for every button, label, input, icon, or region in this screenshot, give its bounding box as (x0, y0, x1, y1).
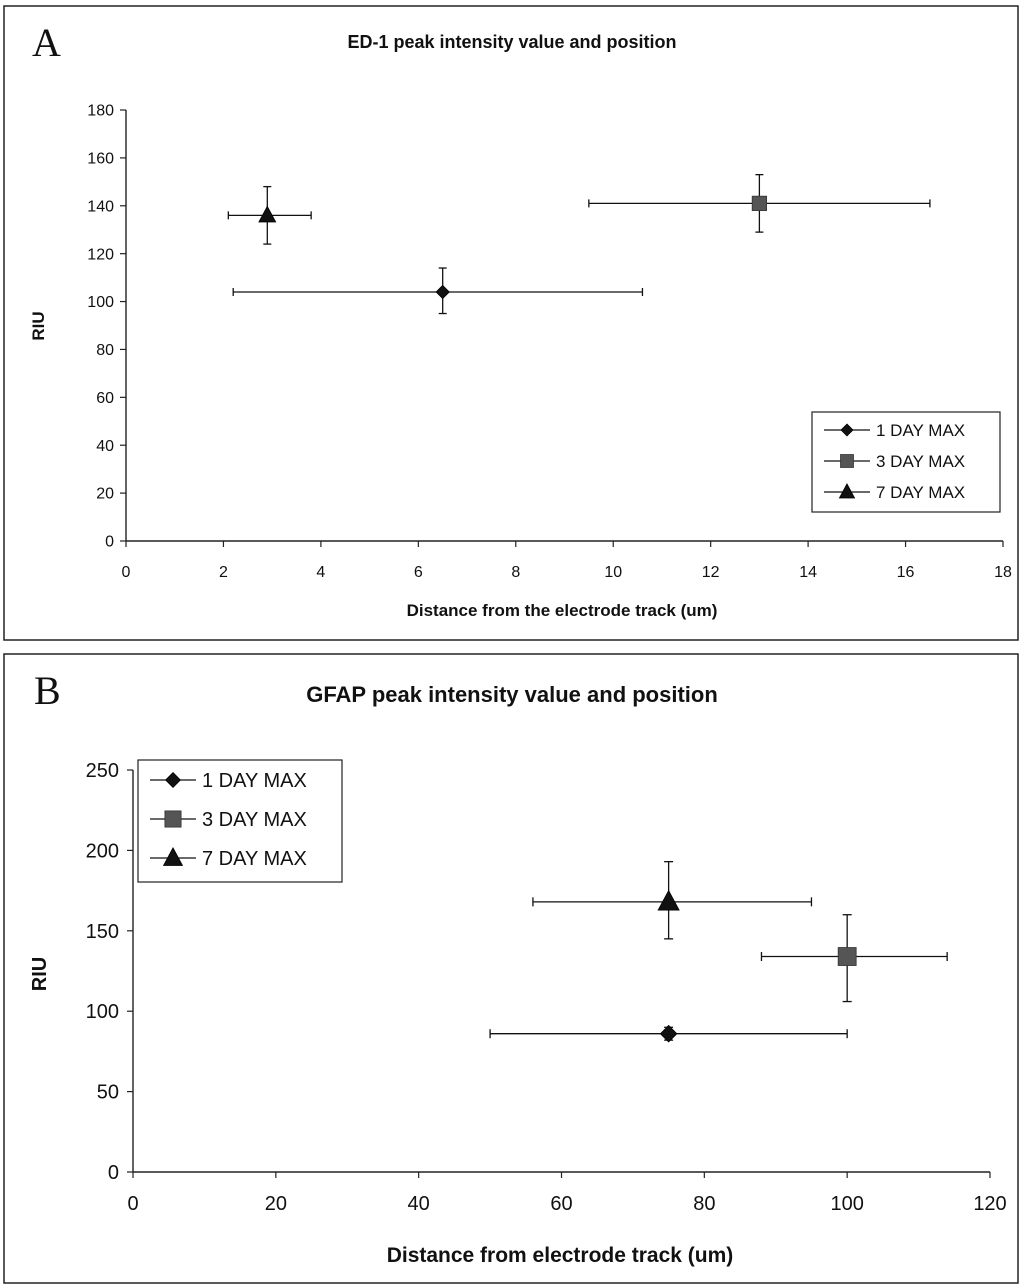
panel-a-legend-label-1-day-max: 1 DAY MAX (876, 421, 965, 440)
panel-a-legend-label-7-day-max: 7 DAY MAX (876, 483, 965, 502)
panel-a-x-tick-label: 2 (219, 564, 228, 581)
panel-b-legend-marker-7-day-max (162, 847, 184, 866)
panel-b-x-tick-label: 0 (127, 1193, 138, 1215)
panel-a-legend-item-1-day-max: 1 DAY MAX (824, 421, 965, 440)
panel-a-x-tick-label: 6 (414, 564, 423, 581)
panel-a-legend-label-3-day-max: 3 DAY MAX (876, 452, 965, 471)
panel-b-title: GFAP peak intensity value and position (306, 682, 718, 707)
panel-a-point-1-day-max (435, 284, 450, 300)
panel-b-series-1-day-max (489, 1024, 848, 1043)
panel-a-y-tick-label: 120 (87, 246, 114, 263)
panel-a-legend-marker-7-day-max (838, 483, 856, 499)
panel-a-x-tick-label: 0 (122, 564, 131, 581)
panel-a-y-axis-label: RIU (29, 311, 48, 340)
panel-b-legend-marker-1-day-max (165, 772, 181, 788)
panel-a-legend: 1 DAY MAX 3 DAY MAX 7 DAY MAX (811, 411, 1001, 513)
panel-a-y-tick-label: 60 (96, 390, 114, 407)
panel-a-y-tick-label: 80 (96, 342, 114, 359)
panel-b-y-tick-label: 200 (86, 840, 119, 862)
panel-a-legend-item-7-day-max: 7 DAY MAX (824, 483, 965, 502)
panel-a-x-tick-label: 16 (897, 564, 915, 581)
panel-a-y-tick-label: 40 (96, 438, 114, 455)
panel-a-series-1-day-max (232, 267, 644, 315)
panel-a-x-tick-label: 10 (604, 564, 622, 581)
panel-b-y-tick-label: 150 (86, 921, 119, 943)
panel-b-y-ticks: 0 50 100 150 200 250 (86, 760, 133, 1184)
panel-a-x-axis-label: Distance from the electrode track (um) (407, 601, 718, 620)
panel-b-legend-label-3-day-max: 3 DAY MAX (202, 809, 307, 831)
panel-b-x-tick-label: 20 (265, 1193, 287, 1215)
panel-a-point-7-day-max (258, 205, 277, 223)
panel-a-x-tick-label: 18 (994, 564, 1012, 581)
panel-b-point-1-day-max (659, 1024, 678, 1043)
panel-a-series-3-day-max (588, 173, 931, 233)
panel-b-y-axis-label: RIU (29, 957, 51, 991)
panel-b-x-tick-label: 100 (830, 1193, 863, 1215)
panel-a-x-tick-label: 12 (702, 564, 720, 581)
panel-b-legend-item-7-day-max: 7 DAY MAX (150, 847, 307, 870)
panel-b-point-3-day-max (837, 947, 857, 966)
panel-b-x-tick-label: 60 (550, 1193, 572, 1215)
panel-a-y-tick-label: 180 (87, 103, 114, 120)
panel-b-x-tick-label: 120 (973, 1193, 1006, 1215)
panel-a-x-ticks: 0 2 4 6 8 10 12 14 16 18 (122, 541, 1012, 581)
panel-b-letter: B (34, 668, 61, 713)
panel-a-y-ticks: 0 20 40 60 80 100 120 140 160 180 (87, 103, 126, 551)
panel-b-point-7-day-max (657, 889, 680, 911)
panel-a-letter: A (32, 20, 61, 65)
panel-b-x-tick-label: 40 (408, 1193, 430, 1215)
panel-a-y-tick-label: 100 (87, 294, 114, 311)
panel-a-legend-marker-3-day-max (840, 454, 854, 468)
panel-a-x-tick-label: 8 (511, 564, 520, 581)
panel-b-y-tick-label: 250 (86, 760, 119, 782)
panel-b-y-tick-label: 50 (97, 1082, 119, 1104)
panel-a-y-tick-label: 0 (105, 534, 114, 551)
panel-b-y-tick-label: 0 (108, 1162, 119, 1184)
panel-a-series-7-day-max (227, 185, 312, 245)
panel-a: A ED-1 peak intensity value and position… (3, 5, 1019, 641)
panel-b-x-tick-label: 80 (693, 1193, 715, 1215)
panel-a-y-tick-label: 20 (96, 486, 114, 503)
panel-a-frame (3, 5, 1019, 641)
panel-b-x-axis-label: Distance from electrode track (um) (387, 1244, 734, 1267)
panel-a-legend-item-3-day-max: 3 DAY MAX (824, 452, 965, 471)
panel-b-series-3-day-max (760, 914, 948, 1003)
panel-b-plot-area (489, 861, 948, 1043)
panel-b-legend-item-1-day-max: 1 DAY MAX (150, 770, 307, 792)
panel-b-x-ticks: 0 20 40 60 80 100 120 (127, 1172, 1007, 1215)
panel-a-legend-marker-1-day-max (840, 423, 854, 437)
panel-b-legend-marker-3-day-max (164, 810, 182, 828)
panel-b-legend: 1 DAY MAX 3 DAY MAX 7 DAY MAX (137, 759, 343, 883)
panel-b: B GFAP peak intensity value and position… (3, 653, 1019, 1284)
panel-a-point-3-day-max (751, 195, 767, 211)
panel-b-y-tick-label: 100 (86, 1001, 119, 1023)
panel-a-title: ED-1 peak intensity value and position (347, 32, 676, 52)
panel-a-y-tick-label: 160 (87, 150, 114, 167)
panel-a-x-tick-label: 14 (799, 564, 817, 581)
panel-b-legend-item-3-day-max: 3 DAY MAX (150, 809, 307, 831)
panel-a-y-tick-label: 140 (87, 198, 114, 215)
panel-b-frame (3, 653, 1019, 1284)
panel-b-series-7-day-max (532, 861, 813, 940)
panel-b-legend-label-7-day-max: 7 DAY MAX (202, 848, 307, 870)
panel-b-legend-label-1-day-max: 1 DAY MAX (202, 770, 307, 792)
panel-a-x-tick-label: 4 (316, 564, 325, 581)
panel-a-plot-area (227, 173, 931, 315)
